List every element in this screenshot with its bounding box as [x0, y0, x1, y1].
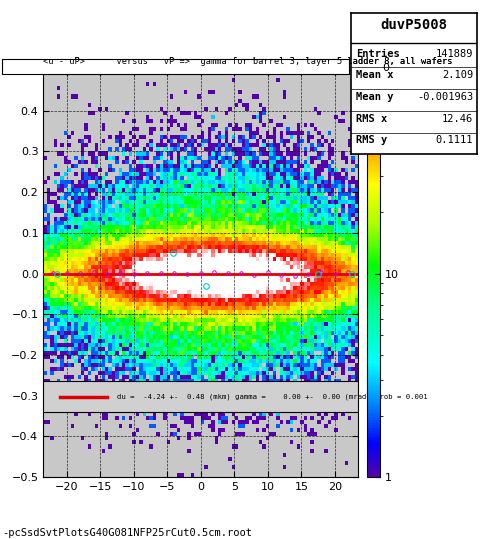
Text: <u - uP>      versus   vP =>  gamma for barrel 3, layer 5 ladder 8, all wafers: <u - uP> versus vP => gamma for barrel 3…: [43, 57, 452, 66]
Text: du =  -4.24 +-  0.48 (mkm) gamma =    0.00 +-  0.00 (mrad) prob = 0.001: du = -4.24 +- 0.48 (mkm) gamma = 0.00 +-…: [117, 393, 427, 400]
Text: <u - uP>      versus   vP =>  gamma for barrel 3, layer 5 ladder 8, all wafers: <u - uP> versus vP => gamma for barrel 3…: [43, 57, 452, 66]
Text: 2.109: 2.109: [441, 70, 472, 80]
Text: 12.46: 12.46: [441, 114, 472, 123]
Text: Mean y: Mean y: [355, 92, 393, 102]
Text: 141889: 141889: [435, 49, 472, 59]
Text: -0.001963: -0.001963: [416, 92, 472, 102]
Text: duvP5008: duvP5008: [380, 18, 447, 32]
Text: RMS y: RMS y: [355, 135, 386, 146]
Text: RMS x: RMS x: [355, 114, 386, 123]
Text: Entries: Entries: [355, 49, 399, 59]
Text: -pcSsdSvtPlotsG40G081NFP25rCut0.5cm.root: -pcSsdSvtPlotsG40G081NFP25rCut0.5cm.root: [2, 528, 252, 538]
Text: 0: 0: [382, 63, 389, 73]
Bar: [43, 382, 358, 412]
Text: Mean x: Mean x: [355, 70, 393, 80]
Text: 0.1111: 0.1111: [435, 135, 472, 146]
